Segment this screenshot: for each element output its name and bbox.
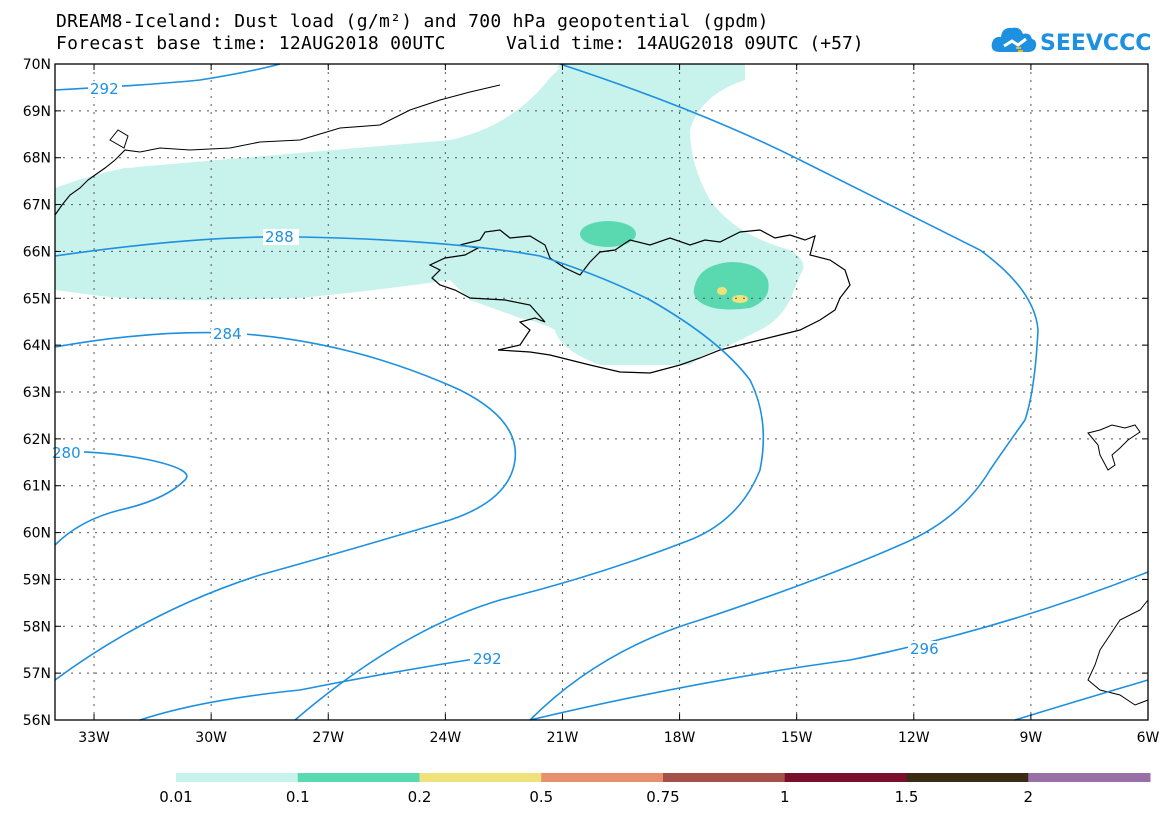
graticule [55, 64, 1148, 720]
lat-label: 70N [23, 57, 51, 73]
logo-text: SEEVCCC [1040, 31, 1150, 56]
lat-label: 69N [23, 104, 51, 120]
legend-label: 1 [780, 788, 790, 806]
faroe-islands [1087, 424, 1141, 471]
contour-label-292-south: 292 [473, 650, 502, 668]
contour-label-296: 296 [910, 640, 939, 658]
dust-patch-east [693, 262, 769, 310]
lat-label: 64N [23, 338, 51, 354]
legend-label: 0.1 [286, 788, 310, 806]
lat-label: 57N [23, 666, 51, 682]
lat-label: 66N [23, 244, 51, 260]
dust-patch-core2 [732, 295, 748, 303]
legend-label: 0.5 [529, 788, 553, 806]
legend-swatch [176, 773, 299, 782]
lon-label: 30W [195, 730, 227, 746]
legend-label: 0.2 [408, 788, 432, 806]
contour-288 [54, 236, 765, 721]
lat-label: 67N [23, 198, 51, 214]
lat-label: 61N [23, 479, 51, 495]
contour-label-284: 284 [213, 325, 242, 343]
lon-label: 18W [664, 730, 696, 746]
contour-296-b [529, 571, 1149, 721]
contour-label-292-north: 292 [90, 80, 119, 98]
legend-swatch [663, 773, 786, 782]
lat-label: 63N [23, 385, 51, 401]
legend-label: 2 [1023, 788, 1033, 806]
lon-label: 12W [898, 730, 930, 746]
legend-swatch [784, 773, 907, 782]
lat-label: 62N [23, 432, 51, 448]
contour-292-south [529, 63, 1039, 721]
lon-label: 6W [1137, 730, 1160, 746]
legend-swatch [419, 773, 542, 782]
legend-swatch [297, 773, 420, 782]
lon-label: 27W [312, 730, 344, 746]
legend-label: 0.75 [646, 788, 679, 806]
contour-labels: 292 288 284 280 292 296 [50, 80, 944, 668]
lat-label: 65N [23, 291, 51, 307]
lat-label: 59N [23, 572, 51, 588]
lon-label: 24W [430, 730, 462, 746]
seevccc-logo: SEEVCCC [990, 22, 1151, 58]
lat-label: 60N [23, 526, 51, 542]
contour-280 [54, 450, 188, 546]
scotland-coastline [1087, 599, 1149, 706]
lon-label: 21W [547, 730, 579, 746]
contour-296 [1014, 679, 1149, 721]
cloud-icon: SEEVCCC [991, 27, 1151, 56]
latitude-labels: 70N 69N 68N 67N 66N 65N 64N 63N 62N 61N 60N 59N 58N 5… [23, 57, 51, 729]
contour-label-280: 280 [52, 444, 81, 462]
contour-label-288: 288 [265, 228, 294, 246]
map-title: DREAM8-Iceland: Dust load (g/m²) and 700… [56, 11, 769, 32]
lat-label: 58N [23, 619, 51, 635]
lon-label: 9W [1020, 730, 1043, 746]
lat-label: 56N [23, 713, 51, 729]
legend-label: 1.5 [895, 788, 919, 806]
dust-shading-low [55, 64, 804, 365]
longitude-labels: 33W 30W 27W 24W 21W 18W 15W 12W 9W 6W [78, 730, 1159, 746]
legend-swatch [541, 773, 664, 782]
lat-label: 68N [23, 151, 51, 167]
dust-patch-north [580, 221, 636, 247]
contour-296-mid [139, 654, 501, 721]
greenland-coastline [54, 84, 501, 216]
legend-label: 0.01 [159, 788, 192, 806]
dust-patch-core1 [717, 287, 727, 295]
forecast-base-time: Forecast base time: 12AUG2018 00UTC [56, 33, 446, 54]
lon-label: 33W [78, 730, 110, 746]
valid-time: Valid time: 14AUG2018 09UTC (+57) [506, 33, 864, 54]
legend-swatch [1028, 773, 1151, 782]
iceland-coastline [428, 229, 851, 374]
legend-swatch [906, 773, 1029, 782]
lon-label: 15W [781, 730, 813, 746]
